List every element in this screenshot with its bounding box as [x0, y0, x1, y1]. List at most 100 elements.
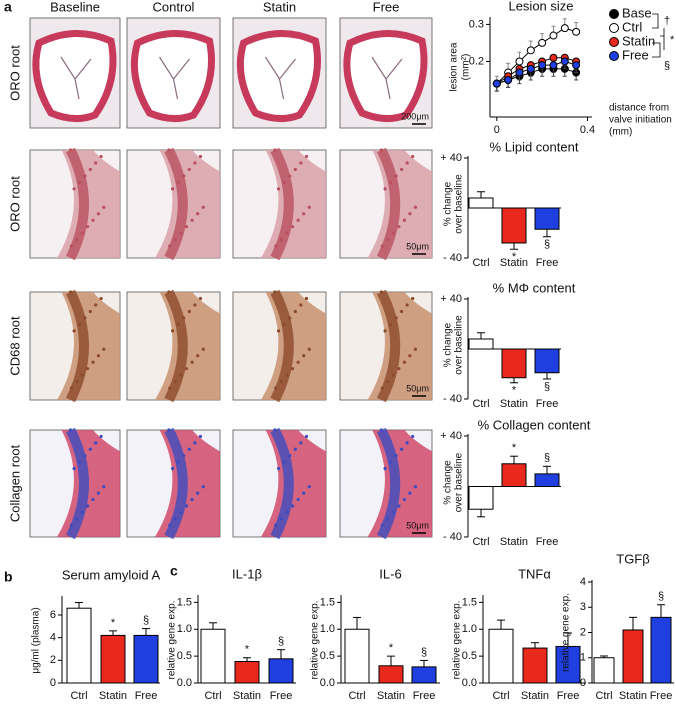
y-tick-label: 1 — [580, 652, 586, 664]
row-label: ORO root — [7, 176, 22, 232]
point — [504, 75, 513, 84]
cell — [190, 497, 194, 502]
cell — [288, 316, 292, 320]
cell — [83, 454, 87, 458]
chart-title: % MΦ content — [493, 280, 576, 295]
tissue — [66, 289, 89, 403]
y-tick-label: + 40 — [440, 152, 462, 164]
bar — [344, 628, 370, 684]
x-tick-label: Ctrl — [348, 690, 365, 702]
cell — [400, 447, 404, 451]
cell — [274, 386, 278, 390]
cell — [413, 485, 418, 489]
cell — [408, 354, 412, 358]
y-tick-label: 0 — [580, 677, 586, 689]
cell — [99, 434, 103, 439]
cell — [83, 316, 87, 320]
cell — [69, 244, 73, 248]
point — [549, 53, 558, 62]
cell — [176, 460, 180, 464]
x-tick-label: Ctrl — [472, 536, 489, 548]
cell — [184, 225, 189, 229]
y-tick-label: 4 — [50, 632, 56, 644]
bar — [488, 628, 514, 684]
cell — [173, 380, 177, 384]
cell — [75, 517, 79, 521]
cell — [99, 296, 103, 301]
legend-marker — [609, 9, 619, 19]
bar — [468, 197, 494, 209]
cell — [296, 497, 300, 502]
cell — [397, 367, 401, 371]
cell — [77, 180, 82, 184]
bar — [650, 616, 672, 684]
cell — [290, 225, 295, 229]
cell — [99, 154, 103, 159]
y-tick-label: - 40 — [443, 531, 462, 543]
cell — [193, 303, 197, 307]
tissue — [164, 427, 188, 540]
cell — [182, 454, 186, 458]
x-tick-label: Free — [135, 690, 158, 702]
cell — [293, 309, 297, 314]
bar — [534, 207, 560, 230]
y-tick-label: 0.3 — [469, 18, 484, 30]
legend-label: Base — [622, 5, 652, 20]
cell — [179, 510, 183, 514]
cell — [288, 174, 292, 178]
bar — [378, 665, 404, 684]
cell — [411, 154, 415, 159]
cell — [69, 523, 73, 527]
y-tick-label: 0.5 — [177, 650, 192, 662]
cell — [288, 454, 292, 458]
cell — [201, 347, 205, 351]
bar — [501, 463, 527, 487]
chart-title: Lesion size — [508, 0, 573, 13]
chart-title: IL-1β — [232, 566, 262, 581]
cell — [168, 386, 172, 390]
cell — [170, 466, 175, 471]
y-tick-label: + 40 — [440, 293, 462, 305]
y-tick-label: 1.0 — [177, 623, 192, 635]
point — [560, 57, 569, 66]
cell — [389, 322, 393, 326]
x-tick-label: Statin — [377, 690, 405, 702]
cell — [168, 244, 172, 248]
point — [538, 61, 547, 70]
y-axis-label: % change — [443, 322, 454, 367]
cell — [190, 360, 194, 364]
cell — [383, 329, 387, 333]
bar — [100, 634, 126, 684]
point — [560, 24, 569, 33]
x-tick-label: Ctrl — [204, 690, 221, 702]
tissue — [164, 147, 188, 261]
scale-bar-label: 50μm — [406, 383, 429, 393]
bar — [501, 348, 527, 379]
cell — [75, 380, 79, 384]
point — [526, 64, 535, 73]
cell — [405, 441, 409, 445]
bar — [234, 661, 260, 684]
x-axis-label: valve initiation — [609, 115, 672, 126]
y-tick-label: 0 — [50, 677, 56, 689]
legend-label: Statin — [622, 33, 655, 48]
y-tick-label: 2 — [580, 626, 586, 638]
significance: § — [421, 646, 427, 658]
significance: § — [544, 452, 550, 464]
cell — [193, 441, 197, 445]
bar — [468, 338, 494, 350]
cell — [276, 187, 281, 191]
cell — [282, 180, 286, 184]
cell — [196, 212, 200, 216]
tissue — [130, 29, 215, 122]
cell — [307, 347, 311, 351]
y-axis-label: over baseline — [454, 452, 465, 512]
point — [549, 31, 558, 40]
significance: § — [278, 636, 284, 648]
cell — [179, 373, 183, 377]
cell — [182, 316, 186, 320]
cell — [285, 231, 289, 235]
y-axis-label: over baseline — [454, 174, 465, 234]
cell — [91, 218, 95, 222]
bar — [468, 486, 494, 510]
